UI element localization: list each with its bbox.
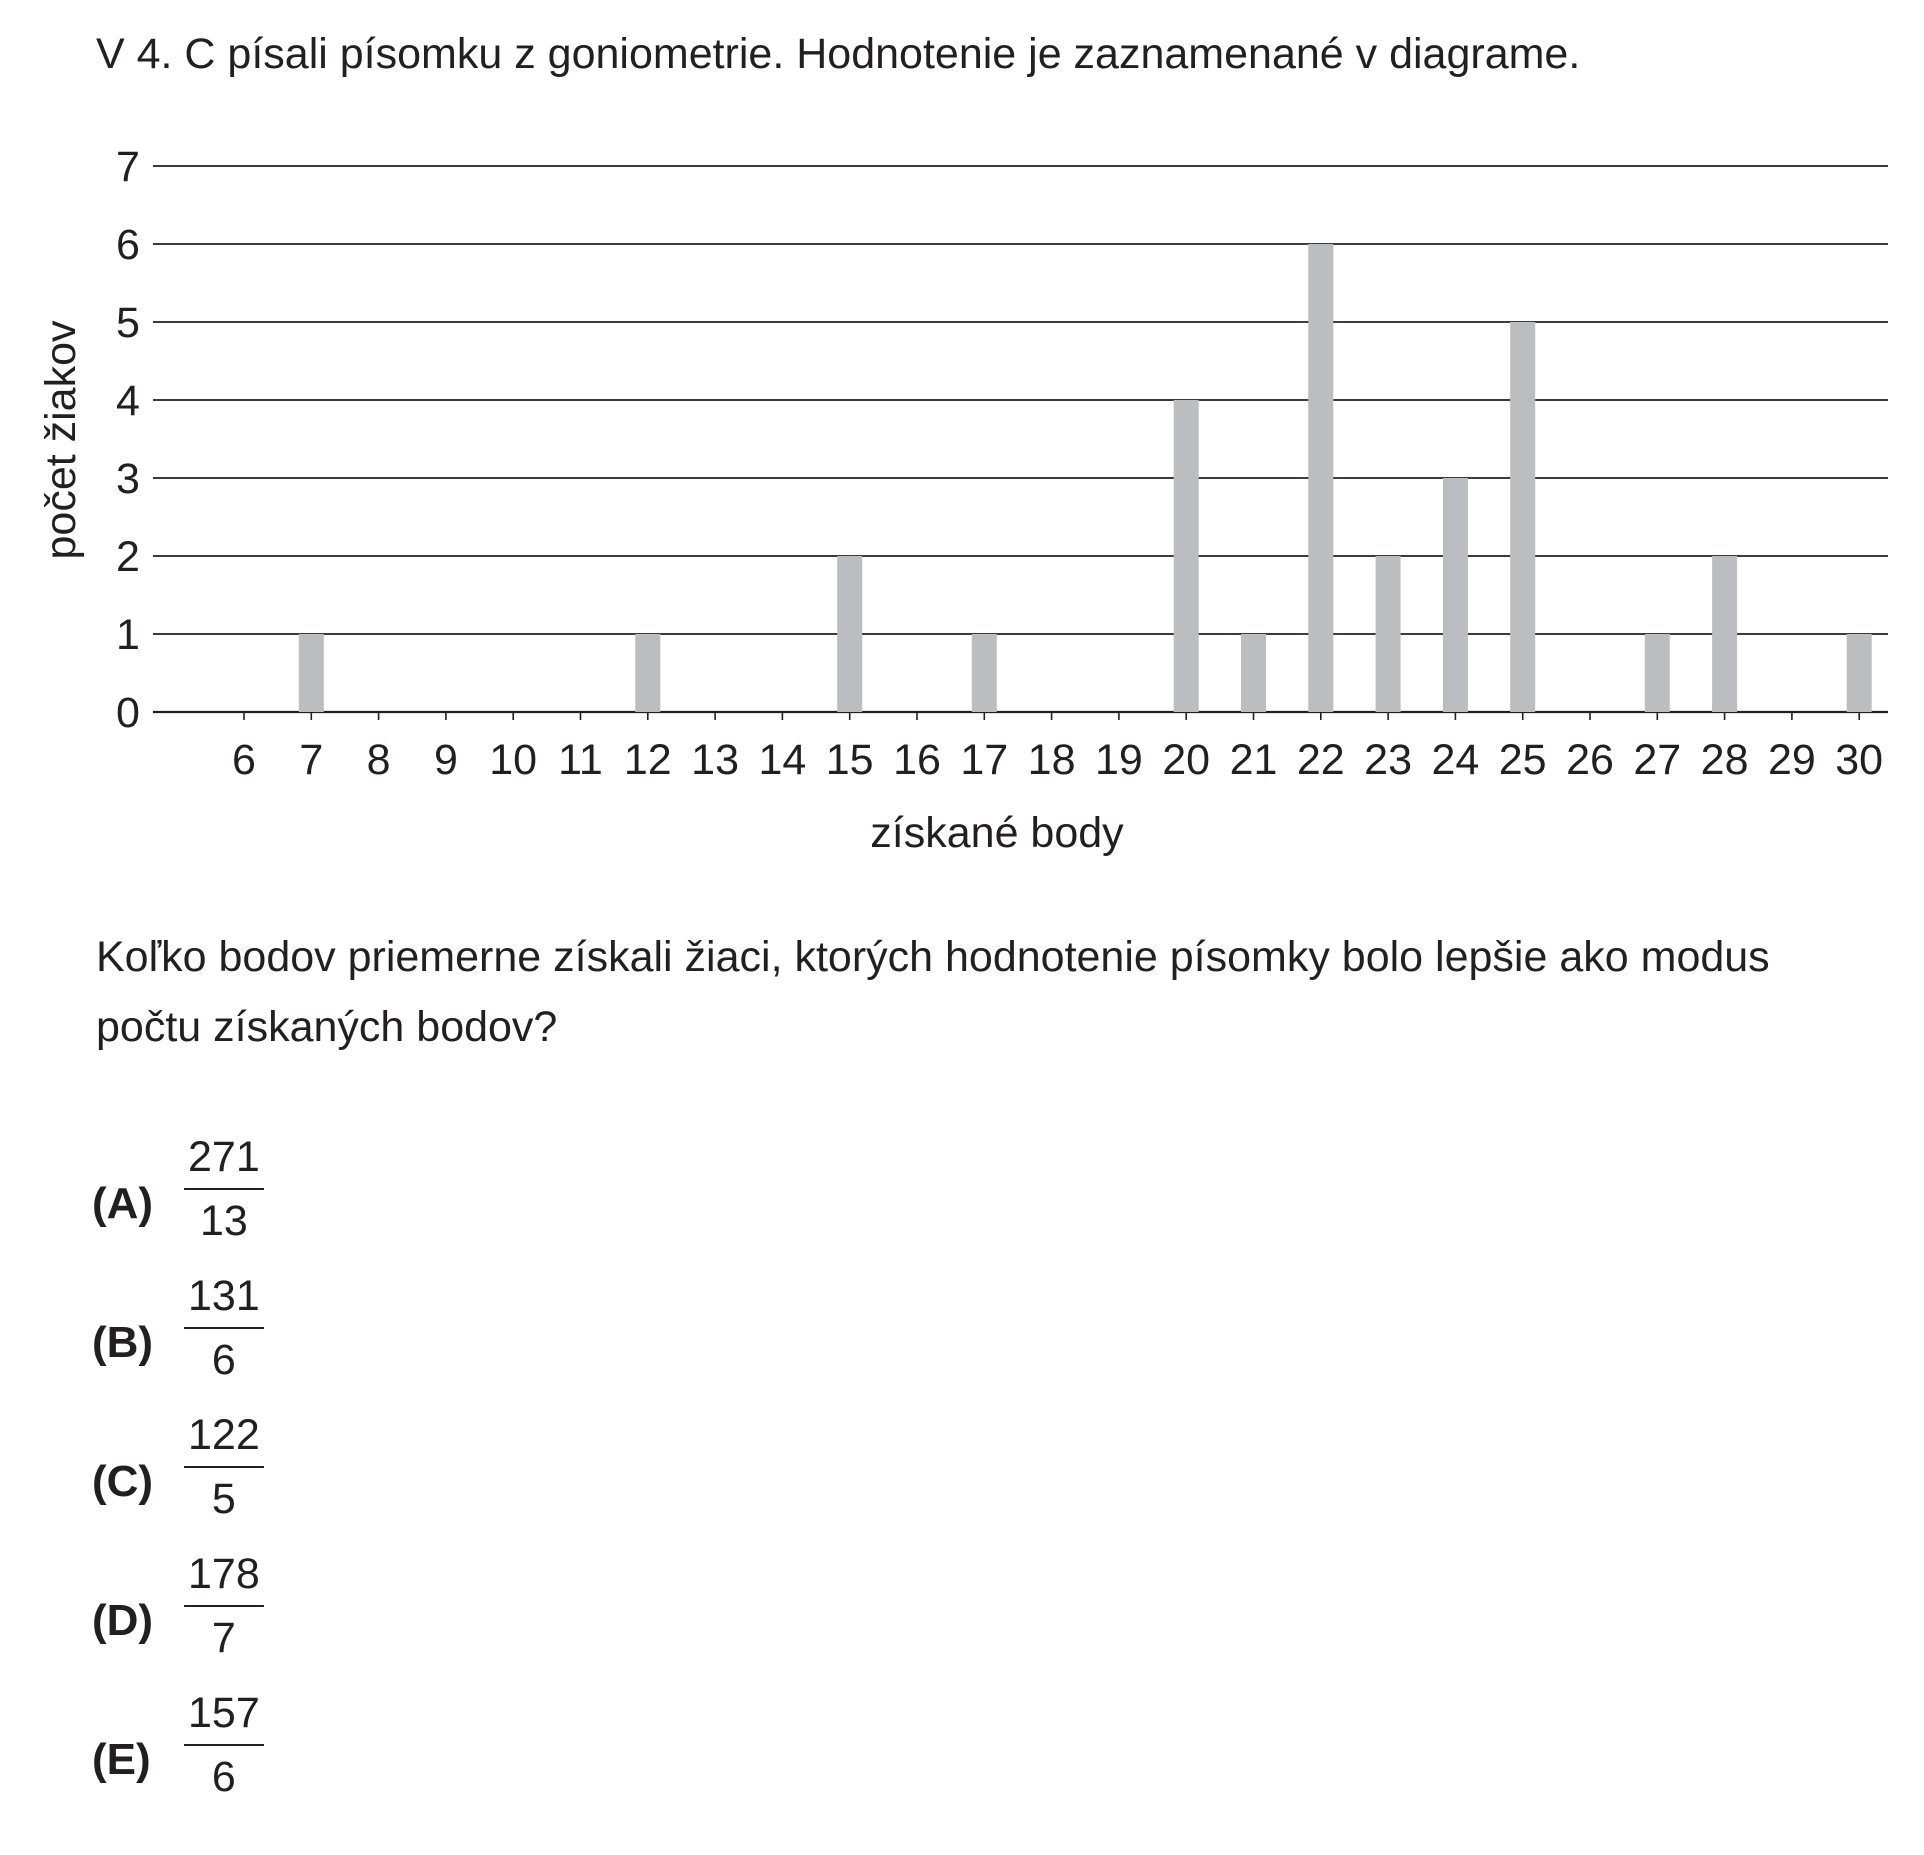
bar bbox=[1712, 556, 1738, 712]
option-fraction: 178 7 bbox=[184, 1549, 264, 1663]
y-tick-label: 7 bbox=[116, 143, 140, 191]
fraction-denominator: 6 bbox=[211, 1336, 236, 1384]
x-tick-label: 16 bbox=[893, 736, 941, 784]
x-tick-label: 10 bbox=[489, 736, 537, 784]
y-tick-labels: 0 1 2 3 4 5 6 7 bbox=[116, 143, 140, 737]
x-tick-label: 17 bbox=[960, 736, 1008, 784]
option-a[interactable]: (A) 271 13 bbox=[92, 1132, 492, 1271]
option-b[interactable]: (B) 131 6 bbox=[92, 1271, 492, 1410]
x-tick-label: 27 bbox=[1633, 736, 1681, 784]
x-tick-label: 24 bbox=[1431, 736, 1479, 784]
bar bbox=[971, 634, 997, 712]
option-fraction: 271 13 bbox=[184, 1132, 264, 1246]
x-tick-labels: 6 7 8 9 10 11 12 13 14 15 16 17 18 19 20 21 22 23 24 25 26 27… bbox=[232, 736, 1883, 784]
x-tick-label: 28 bbox=[1701, 736, 1749, 784]
bar bbox=[1644, 634, 1670, 712]
x-tick-label: 21 bbox=[1230, 736, 1278, 784]
fraction-denominator: 7 bbox=[211, 1614, 236, 1662]
fraction-numerator: 271 bbox=[184, 1132, 264, 1190]
chart-bars bbox=[298, 244, 1872, 712]
bar bbox=[837, 556, 863, 712]
x-tick-label: 13 bbox=[691, 736, 739, 784]
bar bbox=[1442, 478, 1468, 712]
y-tick-label: 6 bbox=[116, 221, 140, 269]
fraction-denominator: 6 bbox=[211, 1753, 236, 1801]
x-tick-label: 29 bbox=[1768, 736, 1816, 784]
option-letter: (B) bbox=[92, 1318, 154, 1367]
fraction-numerator: 157 bbox=[184, 1688, 264, 1746]
x-tick-label: 9 bbox=[434, 736, 458, 784]
bar bbox=[298, 634, 324, 712]
x-tick-label: 23 bbox=[1364, 736, 1412, 784]
x-tick-label: 25 bbox=[1499, 736, 1547, 784]
bar bbox=[635, 634, 661, 712]
y-tick-label: 2 bbox=[116, 533, 140, 581]
y-tick-label: 4 bbox=[116, 377, 140, 425]
option-c[interactable]: (C) 122 5 bbox=[92, 1410, 492, 1549]
x-tick-label: 6 bbox=[232, 736, 256, 784]
x-tick-label: 22 bbox=[1297, 736, 1345, 784]
y-axis-label: počet žiakov bbox=[37, 320, 85, 560]
option-letter: (E) bbox=[92, 1735, 151, 1784]
bar bbox=[1241, 634, 1266, 712]
option-fraction: 157 6 bbox=[184, 1688, 264, 1802]
fraction-numerator: 131 bbox=[184, 1271, 264, 1329]
bar bbox=[1308, 244, 1334, 712]
x-tick-label: 12 bbox=[624, 736, 672, 784]
fraction-denominator: 5 bbox=[211, 1475, 236, 1523]
y-tick-label: 1 bbox=[116, 611, 140, 659]
x-tick-label: 11 bbox=[558, 736, 603, 784]
fraction-numerator: 178 bbox=[184, 1549, 264, 1607]
option-d[interactable]: (D) 178 7 bbox=[92, 1549, 492, 1688]
x-tick-label: 20 bbox=[1162, 736, 1210, 784]
answer-options: (A) 271 13 (B) 131 6 (C) 122 5 (D) 178 7… bbox=[92, 1132, 492, 1827]
chart-grid bbox=[153, 165, 1888, 720]
x-tick-label: 19 bbox=[1095, 736, 1143, 784]
option-fraction: 122 5 bbox=[184, 1410, 264, 1524]
fraction-numerator: 122 bbox=[184, 1410, 264, 1468]
x-tick-label: 26 bbox=[1566, 736, 1614, 784]
x-tick-label: 18 bbox=[1028, 736, 1076, 784]
fraction-denominator: 13 bbox=[199, 1197, 248, 1245]
bar bbox=[1510, 322, 1536, 712]
question-text: Koľko bodov priemerne získali žiaci, kto… bbox=[96, 933, 1770, 1051]
option-letter: (C) bbox=[92, 1457, 154, 1506]
x-tick-label: 14 bbox=[758, 736, 806, 784]
option-letter: (A) bbox=[92, 1179, 154, 1228]
y-tick-label: 0 bbox=[116, 689, 140, 737]
option-letter: (D) bbox=[92, 1596, 154, 1645]
bar bbox=[1846, 634, 1872, 712]
x-tick-label: 7 bbox=[299, 736, 323, 784]
y-tick-label: 3 bbox=[116, 455, 140, 503]
x-tick-label: 30 bbox=[1835, 736, 1883, 784]
bar bbox=[1173, 400, 1199, 712]
y-tick-label: 5 bbox=[116, 299, 140, 347]
x-tick-label: 8 bbox=[367, 736, 391, 784]
option-e[interactable]: (E) 157 6 bbox=[92, 1688, 492, 1827]
x-tick-label: 15 bbox=[826, 736, 874, 784]
bar bbox=[1375, 556, 1401, 712]
problem-intro: V 4. C písali písomku z goniometrie. Hod… bbox=[96, 30, 1581, 78]
option-fraction: 131 6 bbox=[184, 1271, 264, 1385]
x-axis-label: získané body bbox=[870, 809, 1124, 857]
